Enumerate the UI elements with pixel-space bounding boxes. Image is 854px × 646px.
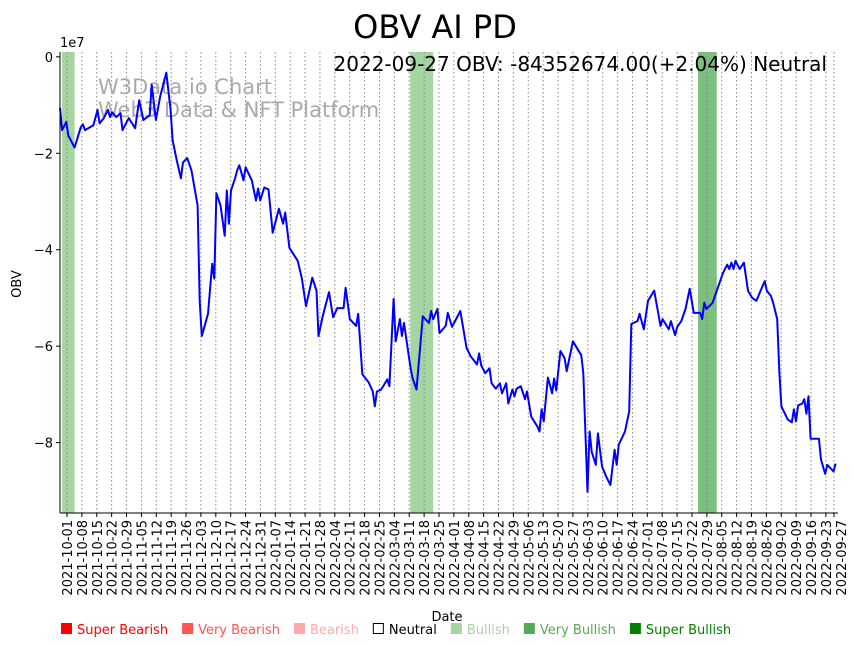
x-tick-label: 2022-01-21 [299, 520, 314, 596]
x-tick-label: 2022-02-25 [373, 520, 388, 596]
x-tick-label: 2022-09-09 [790, 520, 805, 596]
signal-bands [62, 52, 717, 513]
x-tick-label: 2022-06-03 [582, 520, 597, 596]
x-tick-label: 2022-07-15 [671, 520, 686, 596]
x-tick-label: 2022-09-27 [835, 520, 850, 596]
obv-series-line [59, 71, 837, 493]
x-tick-label: 2022-02-11 [344, 520, 359, 596]
legend-swatch-super-bearish [61, 623, 72, 634]
x-tick-label: 2022-08-12 [731, 520, 746, 596]
x-tick-label: 2022-06-24 [626, 520, 641, 596]
x-tick-label: 2021-12-24 [240, 520, 255, 596]
x-tick-label: 2022-01-07 [269, 520, 284, 596]
legend-label-bearish: Bearish [310, 623, 359, 638]
x-tick-label: 2021-12-03 [195, 520, 210, 596]
legend-swatch-super-bullish [629, 623, 641, 634]
chart-title: OBV AI PD [353, 8, 517, 46]
y-tick-label: −8 [34, 437, 53, 452]
x-tick-label: 2022-01-28 [314, 520, 329, 596]
x-ticks: 2021-10-01 2021-10-08 2021-10-15 2021-10-22… [61, 513, 850, 596]
x-tick-label: 2022-07-29 [701, 520, 716, 596]
x-tick-label: 2022-08-05 [716, 520, 731, 596]
x-tick-label: 2022-04-08 [463, 520, 478, 596]
x-tick-label: 2021-12-31 [254, 520, 269, 596]
x-axis-label: Date [431, 610, 462, 625]
x-tick-label: 2022-04-29 [507, 520, 522, 596]
x-tick-label: 2022-05-27 [567, 520, 582, 596]
x-tick-label: 2022-01-14 [284, 520, 299, 596]
signal-band-bullish [410, 52, 434, 513]
x-tick-label: 2021-10-08 [76, 520, 91, 596]
x-tick-label: 2021-11-05 [135, 520, 150, 596]
legend-label-very-bearish: Very Bearish [198, 623, 280, 638]
x-tick-label: 2022-03-04 [388, 520, 403, 596]
x-tick-label: 2022-09-16 [805, 520, 820, 596]
x-tick-label: 2022-03-11 [403, 520, 418, 596]
y-tick-label: 0 [45, 51, 53, 66]
x-tick-label: 2021-11-12 [150, 520, 165, 596]
x-tick-label: 2021-11-19 [165, 520, 180, 596]
x-tick-label: 2022-03-25 [433, 520, 448, 596]
x-tick-label: 2021-10-01 [61, 520, 76, 596]
legend-label-super-bullish: Super Bullish [646, 623, 731, 638]
x-tick-label: 2022-04-01 [448, 520, 463, 596]
y-tick-label: −6 [34, 340, 53, 355]
watermark: W3Data.io Chart Web3 Data & NFT Platform [98, 75, 379, 122]
legend-swatch-very-bullish [523, 623, 535, 634]
legend-label-super-bearish: Super Bearish [77, 623, 168, 638]
legend-swatch-bearish [293, 623, 305, 634]
legend-label-bullish: Bullish [467, 623, 510, 638]
x-tick-label: 2021-10-15 [91, 520, 106, 596]
x-tick-label: 2022-05-13 [537, 520, 552, 596]
x-tick-label: 2022-07-22 [686, 520, 701, 596]
y-axis-label: OBV [10, 270, 25, 298]
x-tick-label: 2022-04-22 [493, 520, 508, 596]
x-tick-label: 2021-11-26 [180, 520, 195, 596]
y-multiplier-label: 1e7 [60, 36, 85, 51]
x-tick-label: 2022-09-23 [820, 520, 835, 596]
x-tick-label: 2022-02-18 [359, 520, 374, 596]
legend-swatch-neutral [372, 623, 384, 634]
watermark-line-1: W3Data.io Chart [98, 75, 272, 99]
x-tick-label: 2022-03-18 [418, 520, 433, 596]
x-tick-label: 2022-08-26 [760, 520, 775, 596]
signal-band-very-bullish [698, 52, 717, 513]
x-tick-label: 2022-05-20 [552, 520, 567, 596]
legend: Super Bearish Very Bearish Bearish Neutral B… [61, 623, 731, 638]
signal-band-bullish [62, 52, 75, 513]
x-tick-label: 2022-09-02 [775, 520, 790, 596]
latest-value-annotation: 2022-09-27 OBV: -84352674.00(+2.04%) Neu… [334, 52, 827, 76]
x-tick-label: 2022-04-15 [478, 520, 493, 596]
x-tick-label: 2022-06-17 [612, 520, 627, 596]
x-tick-label: 2022-07-08 [656, 520, 671, 596]
legend-swatch-bullish [450, 623, 462, 634]
legend-label-very-bullish: Very Bullish [540, 623, 616, 638]
x-tick-label: 2022-02-04 [329, 520, 344, 596]
x-tick-label: 2022-08-19 [745, 520, 760, 596]
x-tick-label: 2022-06-10 [597, 520, 612, 596]
y-tick-label: −2 [34, 147, 53, 162]
x-tick-label: 2021-12-10 [210, 520, 225, 596]
y-ticks: 0 −2 −4 −6 −8 [34, 51, 60, 452]
x-tick-label: 2022-07-01 [641, 520, 656, 596]
x-tick-label: 2021-10-29 [121, 520, 136, 596]
x-tick-label: 2021-12-17 [225, 520, 240, 596]
x-tick-label: 2022-05-06 [522, 520, 537, 596]
legend-swatch-very-bearish [182, 623, 194, 634]
legend-label-neutral: Neutral [389, 623, 437, 638]
x-tick-label: 2021-10-22 [106, 520, 121, 596]
y-tick-label: −4 [34, 244, 53, 259]
